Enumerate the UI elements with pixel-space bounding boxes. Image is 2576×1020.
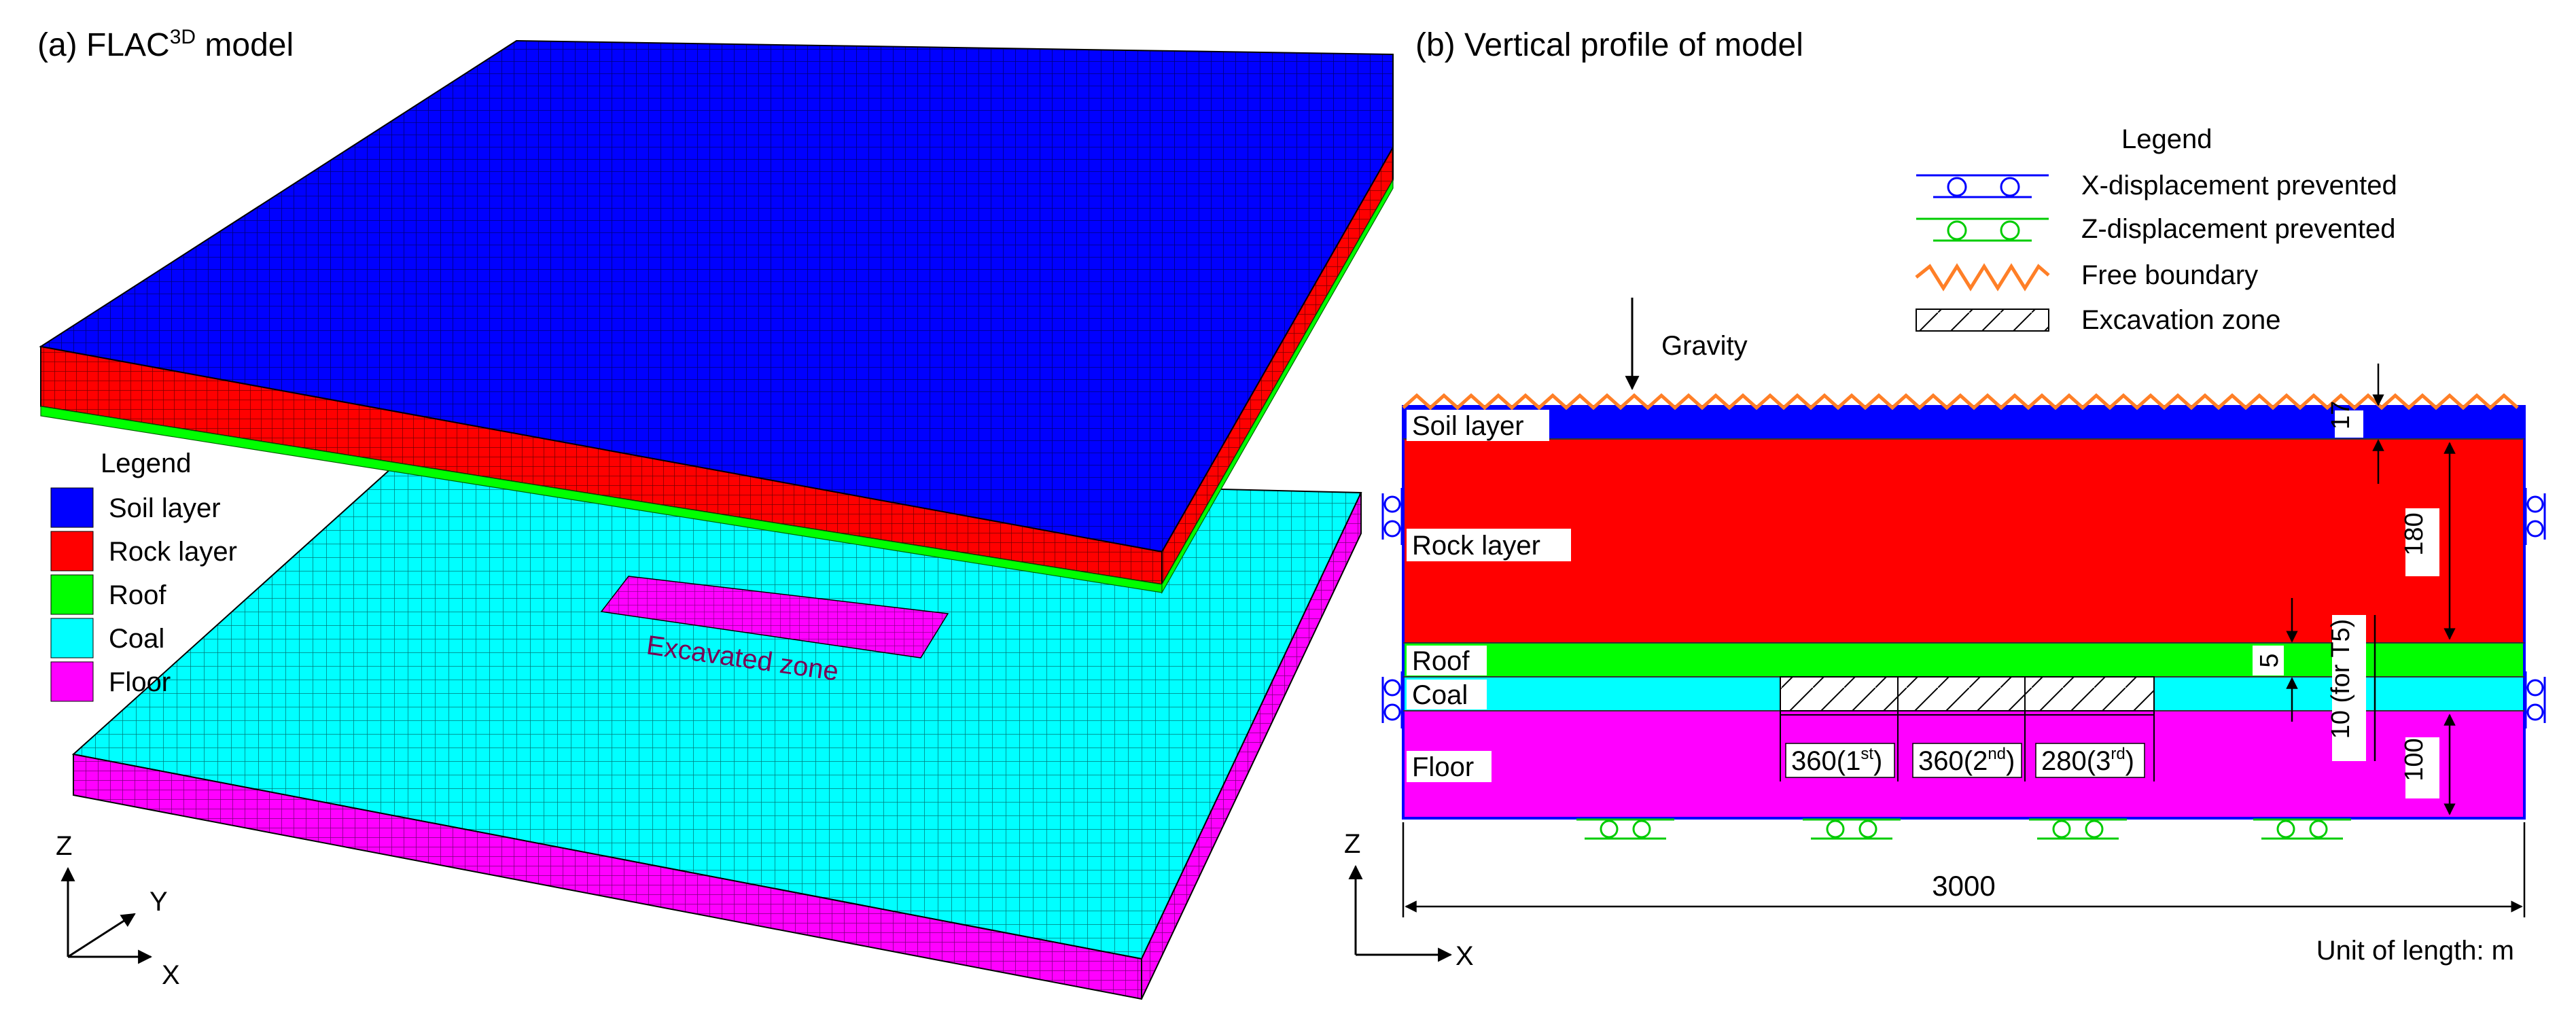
layer-rock	[1403, 439, 2524, 643]
layer-label: Roof	[1412, 646, 1470, 676]
panel-a: (a) FLAC3D model Excavated zone Legend S…	[37, 26, 1394, 1000]
profile-border	[1402, 405, 2526, 820]
axis-a-y-label: Y	[149, 887, 168, 917]
lower-block: Excavated zone	[71, 468, 1362, 1000]
width-dimension	[1402, 822, 2526, 917]
gravity-label: Gravity	[1661, 331, 1748, 361]
panel-b: (b) Vertical profile of model Legend X-d…	[1344, 27, 2546, 971]
panel-b-axes	[1348, 864, 1453, 962]
roof-side-face	[1161, 178, 1394, 595]
legend-hatch-symbol	[1916, 309, 2049, 332]
legend-b-item-label: Z-displacement prevented	[2081, 214, 2395, 244]
vertical-dimension-labels: 17 180 5 10 (for T5) 100	[2253, 401, 2439, 798]
dim-rock-label: 180	[2400, 512, 2429, 555]
legend-a-item-label: Roof	[109, 580, 166, 610]
z-roller	[2029, 818, 2127, 840]
legend-b-item-label: Excavation zone	[2081, 305, 2281, 335]
legend-z-roller-symbol	[1916, 217, 2049, 242]
excavation-zone	[1780, 676, 2155, 711]
panel-a-legend-title: Legend	[101, 449, 191, 478]
axis-a-y-arrow	[67, 913, 136, 958]
vertical-dimensions	[2286, 364, 2456, 815]
legend-a-item-label: Soil layer	[109, 493, 221, 523]
excavation-segment-labels: 360(1st) 360(2nd) 280(3rd)	[1785, 743, 2145, 778]
legend-x-roller-symbol	[1916, 174, 2049, 198]
layer-label: Coal	[1412, 680, 1468, 710]
axis-b-x-label: X	[1455, 941, 1474, 971]
panel-a-legend-items: Soil layer Rock layer Roof Coal Floor	[50, 487, 237, 702]
excavated-zone	[600, 576, 949, 658]
dim-roof-label: 5	[2255, 653, 2284, 667]
upper-block	[39, 39, 1394, 595]
layer-label: Rock layer	[1412, 531, 1540, 561]
panel-b-legend: Legend X-displacement prevented Z-displa…	[1915, 124, 2397, 335]
layer-labels: Soil layer Rock layer Roof Coal Floor	[1407, 410, 1571, 782]
legend-a-swatch	[50, 618, 94, 658]
dim-coal-label: 10 (for T5)	[2327, 619, 2355, 739]
left-x-rollers	[1381, 488, 1403, 728]
axis-a-z-label: Z	[56, 831, 72, 861]
legend-a-swatch	[50, 661, 94, 702]
z-roller	[2253, 818, 2351, 840]
panel-a-title: (a) FLAC3D model	[37, 26, 294, 63]
x-roller	[1381, 671, 1403, 728]
legend-a-item-label: Coal	[109, 624, 164, 654]
panel-a-legend: Legend Soil layer Rock layer Roof Coal Floor	[50, 449, 237, 702]
layer-label: Floor	[1412, 752, 1474, 782]
x-roller	[2524, 671, 2546, 728]
panel-b-legend-title: Legend	[2121, 124, 2212, 154]
free-boundary-zigzag	[1402, 393, 2519, 410]
legend-a-item-label: Floor	[109, 667, 171, 697]
panel-b-title: (b) Vertical profile of model	[1415, 27, 1803, 63]
dim-width-label: 3000	[1932, 870, 1995, 902]
panel-a-axes	[60, 866, 153, 964]
legend-b-item-label: X-displacement prevented	[2081, 171, 2397, 200]
legend-a-swatch	[50, 574, 94, 615]
legend-zigzag-symbol	[1915, 263, 2050, 292]
axis-b-z-label: Z	[1344, 829, 1360, 859]
segment-label: 360(2nd)	[1918, 745, 2015, 776]
layer-label: Soil layer	[1412, 411, 1524, 441]
z-roller	[1576, 818, 1674, 840]
floor-side-face	[1141, 492, 1362, 1000]
axis-a-x-label: X	[162, 960, 180, 990]
excavation-dimensions	[1780, 711, 2155, 781]
legend-a-swatch	[50, 487, 94, 528]
bottom-z-rollers	[1576, 818, 2351, 840]
segment-label: 280(3rd)	[2041, 745, 2134, 776]
right-x-rollers	[2524, 488, 2546, 728]
x-roller	[2524, 488, 2546, 545]
dim-floor-label: 100	[2400, 738, 2429, 781]
legend-a-swatch	[50, 531, 94, 571]
legend-a-item-label: Rock layer	[109, 537, 237, 567]
dim-soil-label: 17	[2327, 401, 2355, 429]
z-roller	[1803, 818, 1901, 840]
segment-label: 360(1st)	[1791, 745, 1882, 776]
legend-b-item-label: Free boundary	[2081, 260, 2258, 290]
unit-note: Unit of length: m	[2316, 936, 2514, 966]
x-roller	[1381, 488, 1403, 545]
